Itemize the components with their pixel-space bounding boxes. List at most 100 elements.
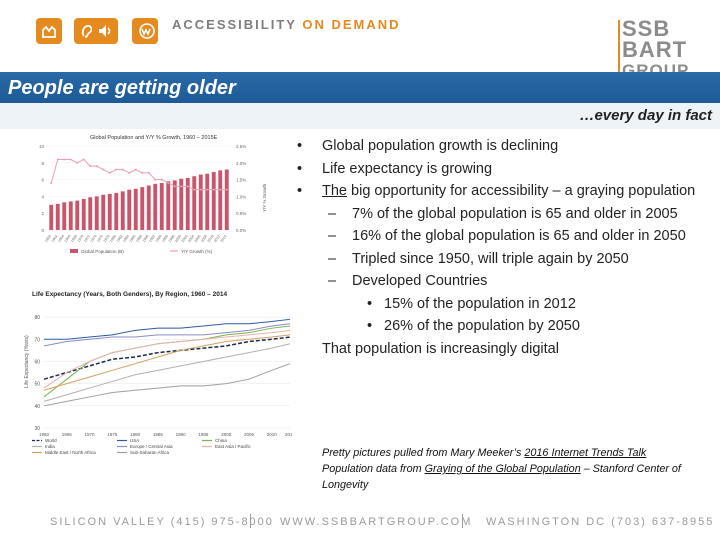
chart1-x-tick-label: 1984 — [122, 234, 130, 243]
chart1-left-tick-label: 10 — [39, 144, 45, 149]
internet-trends-link[interactable]: 2016 Internet Trends Talk — [524, 447, 647, 459]
chart1-bar — [62, 202, 67, 230]
logo-line: SSB — [622, 16, 671, 41]
subbullet-item: – Tripled since 1950, will triple again b… — [292, 250, 712, 270]
chart2-x-tick-label: 1970 — [85, 432, 96, 437]
chart1-right-tick-label: 1.0% — [236, 194, 246, 199]
chart1-bar — [107, 193, 112, 230]
chart2-legend-label: Sub-Saharan Africa — [130, 450, 170, 455]
chart2-y-tick-label: 50 — [34, 382, 40, 388]
chart2-y-tick-label: 70 — [34, 337, 40, 343]
chart2-legend-label: East Asia / Pacific — [215, 444, 252, 449]
chart2-series-line — [43, 336, 291, 380]
graying-population-link[interactable]: Graying of the Global Population — [424, 463, 581, 475]
footer-separator — [462, 514, 463, 528]
dash-marker: – — [328, 273, 337, 289]
source-note-2: Population data from Graying of the Glob… — [322, 461, 712, 493]
chart1-x-tick-label: 1986 — [129, 234, 137, 243]
chart1-x-tick-label: 1968 — [70, 234, 78, 243]
chart1-x-tick-label: 2012 — [213, 234, 221, 243]
bullet-dot: • — [367, 295, 373, 312]
chart1-x-tick-label: 2008 — [200, 234, 208, 243]
note-text: – Stanford Center of Longevity — [322, 463, 681, 491]
chart2-title: Life Expectancy (Years, Both Genders), B… — [32, 291, 227, 298]
chart1-bar — [88, 197, 93, 230]
chart1-bar — [81, 198, 86, 230]
footer-dc-phone: WASHINGTON DC (703) 637-8955 — [486, 516, 715, 528]
chart1-legend-label: Y/Y Growth (%) — [181, 249, 213, 254]
bullet-emphasis: The — [322, 183, 347, 199]
dash-marker: – — [328, 205, 337, 222]
chart2-series-line — [43, 329, 291, 389]
chart1-bar — [146, 185, 151, 230]
chart1-bar — [166, 181, 171, 230]
brand-prefix: ACCESSIBILITY — [172, 17, 297, 32]
subsubbullet-item: • 26% of the population by 2050 — [292, 317, 712, 337]
chart2-x-tick-label: 1990 — [176, 432, 187, 437]
chart1-left-tick-label: 2 — [41, 211, 44, 216]
life-expectancy-chart: Life Expectancy (Years, Both Genders), B… — [24, 291, 292, 455]
chart1-bar — [185, 177, 190, 230]
chart1-x-tick-label: 1964 — [57, 234, 65, 243]
chart2-x-tick-label: 1995 — [198, 432, 209, 437]
chart1-x-tick-label: 1990 — [142, 234, 150, 243]
chart1-bar — [120, 191, 125, 230]
chart2-series-line — [44, 318, 291, 340]
chart1-bar — [94, 196, 99, 230]
chart1-x-tick-label: 1962 — [51, 234, 59, 243]
chart1-x-tick-label: 1976 — [96, 234, 104, 243]
population-growth-chart: Global Population and Y/Y % Growth, 1960… — [30, 132, 280, 257]
chart1-bar — [159, 182, 164, 230]
dash-marker: – — [328, 228, 337, 244]
subbullet-item: –7% of the global population is 65 and o… — [292, 205, 712, 225]
chart1-bar — [101, 194, 106, 230]
chart2-series-line — [43, 343, 291, 402]
chart2-series-line — [43, 363, 291, 407]
source-notes: Pretty pictures pulled from Mary Meeker’… — [322, 445, 712, 493]
brand-suffix: ON DEMAND — [302, 17, 401, 32]
chart1-x-tick-label: 1998 — [168, 234, 176, 243]
title-bar: People are getting older — [0, 72, 720, 103]
chart2-legend-label: Middle East / North Africa — [45, 450, 96, 455]
chart2-y-tick-label: 30 — [34, 426, 40, 432]
chart1-growth-line — [50, 158, 227, 191]
chart2-legend-label: Europe / Central Asia — [130, 444, 173, 449]
chart1-x-tick-label: 2014 — [220, 234, 228, 243]
source-note-1: Pretty pictures pulled from Mary Meeker’… — [322, 445, 712, 461]
chart2-x-tick-label: 2005 — [244, 432, 255, 437]
chart1-right-axis-label: Y/Y % Growth — [262, 183, 267, 212]
chart2-series-line — [43, 323, 291, 347]
note-text: Pretty pictures pulled from Mary Meeker’… — [322, 447, 525, 459]
footer-separator — [250, 514, 251, 528]
chart2-y-axis-label: Life Expectancy (Years) — [24, 335, 30, 388]
subbullet-text: 7% of the global population is 65 and ol… — [352, 205, 678, 222]
logo-line: BART — [622, 37, 688, 62]
subbullet-text: Tripled since 1950, will triple again by… — [352, 250, 629, 267]
note-text: Population data from — [322, 463, 425, 475]
logo-accent-bar — [618, 20, 620, 82]
subbullet-item: –16% of the global population is 65 and … — [292, 227, 712, 247]
chart1-x-tick-label: 1992 — [148, 234, 156, 243]
chart1-bar — [133, 188, 138, 230]
subtitle-bar: …every day in fact — [0, 103, 720, 129]
bullet-dot: • — [367, 318, 373, 334]
chart1-x-tick-label: 1996 — [161, 234, 169, 243]
brand-wordmark: ACCESSIBILITY ON DEMAND — [172, 17, 401, 32]
bullet-text: Life expectancy is growing — [322, 160, 493, 177]
chart1-right-tick-label: 0.0% — [236, 228, 246, 233]
chart1-bar — [198, 174, 203, 230]
chart1-bar — [153, 183, 158, 230]
closing-line: That population is increasingly digital — [322, 340, 559, 357]
chart1-x-tick-label: 1994 — [155, 234, 163, 243]
chart1-x-tick-label: 1988 — [135, 234, 143, 243]
chart2-x-tick-label: 1965 — [62, 432, 73, 437]
bullet-dot: • — [297, 183, 303, 199]
chart2-legend-label: India — [45, 444, 55, 449]
footer-website[interactable]: WWW.SSBBARTGROUP.COM — [280, 516, 473, 528]
chart1-bar — [218, 170, 223, 230]
bullet-list: • Global population growth is declining •… — [292, 137, 712, 359]
chart1-bar — [211, 172, 216, 230]
dash-marker: – — [328, 250, 337, 267]
chart1-bar — [179, 178, 184, 230]
chart2-x-tick-label: 2010 — [267, 432, 278, 437]
